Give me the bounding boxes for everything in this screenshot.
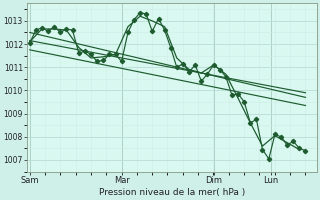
X-axis label: Pression niveau de la mer( hPa ): Pression niveau de la mer( hPa ) (99, 188, 245, 197)
